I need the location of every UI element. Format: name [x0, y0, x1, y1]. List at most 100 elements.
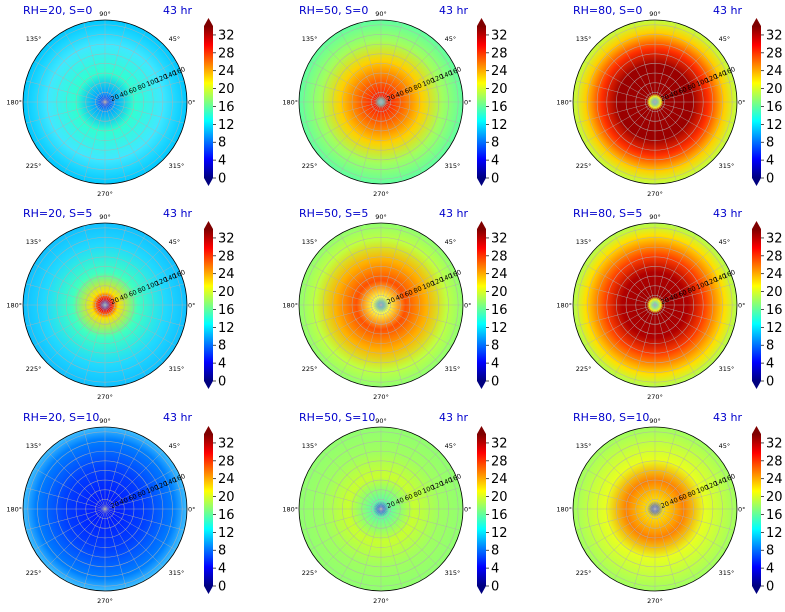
angular-grid-line — [322, 508, 382, 568]
angular-grid-line — [380, 467, 453, 510]
panel-title: RH=50, S=5 — [299, 207, 368, 220]
angular-grid-line — [104, 225, 127, 306]
angular-grid-line — [654, 304, 727, 347]
angular-grid-line — [83, 429, 106, 510]
angular-tick-label: 180° — [6, 99, 22, 107]
angular-grid-line — [380, 508, 440, 568]
radial-tick-label: 20 — [386, 296, 397, 307]
colorbar-tick-label: 12 — [766, 526, 783, 541]
angular-tick-label: 135° — [26, 442, 42, 450]
angular-tick-label: 180° — [282, 302, 298, 310]
angular-grid-line — [596, 450, 656, 510]
colorbar-body — [477, 229, 486, 381]
colorbar-max-extension — [752, 221, 761, 229]
angular-grid-line — [301, 80, 382, 103]
colorbar-tick-label: 16 — [218, 508, 235, 523]
colorbar-tick-label: 8 — [491, 544, 499, 559]
angular-grid-line — [322, 101, 382, 161]
polar-panel: 204060801001201401600°45°90°135°180°225°… — [282, 207, 471, 401]
colorbar-tick-label: 24 — [218, 267, 235, 282]
radial-tick-label: 40 — [119, 89, 130, 100]
panel-title: RH=20, S=0 — [23, 4, 92, 17]
angular-grid-line — [380, 508, 461, 531]
angular-tick-label: 135° — [26, 35, 42, 43]
angular-grid-line — [654, 101, 735, 124]
panel-title: RH=20, S=10 — [23, 411, 99, 424]
angular-grid-line — [654, 60, 727, 103]
radial-tick-label: 40 — [119, 292, 130, 303]
angular-tick-label: 315° — [169, 365, 185, 373]
angular-grid-line — [575, 487, 656, 510]
angular-grid-line — [654, 43, 714, 103]
radial-tick-label: 60 — [677, 492, 688, 503]
angular-tick-label: 180° — [6, 506, 22, 514]
angular-grid-line — [33, 60, 106, 103]
colorbar: 0 4 8 12 16 20 24 28 32 — [752, 221, 783, 390]
panel-time-label: 43 hr — [163, 411, 192, 424]
polar-panel: 204060801001201401600°45°90°135°180°225°… — [6, 4, 195, 198]
angular-grid-line — [359, 429, 382, 510]
polar-frame — [298, 19, 464, 185]
angular-grid-line — [104, 508, 177, 551]
angular-grid-line — [380, 508, 403, 589]
angular-grid-line — [104, 246, 164, 306]
angular-grid-line — [63, 233, 106, 306]
angular-tick-label: 180° — [556, 506, 572, 514]
colorbar-tick-label: 12 — [491, 118, 508, 133]
radial-tick-label: 80 — [136, 489, 147, 500]
angular-tick-label: 270° — [373, 190, 389, 198]
polar-panel: 204060801001201401600°45°90°135°180°225°… — [6, 411, 195, 605]
angular-grid-line — [104, 487, 185, 510]
colorbar: 0 4 8 12 16 20 24 28 32 — [204, 18, 235, 187]
angular-grid-line — [104, 429, 127, 510]
angular-grid-line — [380, 101, 461, 124]
angular-tick-label: 135° — [302, 442, 318, 450]
angular-grid-line — [104, 304, 177, 347]
colorbar-tick-label: 32 — [218, 231, 235, 246]
colorbar-tick-label: 8 — [218, 136, 226, 151]
angular-grid-line — [104, 304, 185, 327]
angular-tick-label: 135° — [576, 442, 592, 450]
angular-grid-line — [46, 508, 106, 568]
colorbar-tick-label: 20 — [491, 82, 508, 97]
colorbar-tick-label: 28 — [218, 46, 235, 61]
angular-grid-line — [104, 437, 147, 510]
angular-grid-line — [654, 101, 714, 161]
angular-grid-line — [380, 283, 461, 306]
angular-tick-label: 225° — [26, 365, 42, 373]
colorbar-tick-label: 0 — [766, 580, 774, 595]
angular-tick-label: 90° — [99, 417, 111, 425]
colorbar-max-extension — [752, 426, 761, 434]
colorbar-tick-label: 24 — [766, 64, 783, 79]
colorbar-max-extension — [752, 18, 761, 26]
angular-tick-label: 135° — [302, 35, 318, 43]
angular-grid-line — [380, 508, 453, 551]
polar-frame — [572, 19, 738, 185]
colorbar-tick-label: 24 — [218, 472, 235, 487]
angular-grid-line — [654, 225, 677, 306]
colorbar-max-extension — [477, 221, 486, 229]
angular-grid-line — [583, 101, 656, 144]
angular-grid-line — [380, 225, 403, 306]
angular-grid-line — [380, 43, 440, 103]
angular-grid-line — [380, 101, 423, 174]
colorbar-tick-label: 28 — [218, 249, 235, 264]
angular-tick-label: 90° — [375, 213, 387, 221]
colorbar-tick-label: 20 — [766, 490, 783, 505]
angular-grid-line — [339, 233, 382, 306]
polar-panel: 204060801001201401600°45°90°135°180°225°… — [556, 4, 745, 198]
angular-grid-line — [654, 101, 677, 182]
angular-grid-line — [654, 304, 714, 364]
colorbar-tick-label: 20 — [766, 285, 783, 300]
panel-title: RH=80, S=0 — [573, 4, 642, 17]
colorbar: 0 4 8 12 16 20 24 28 32 — [752, 426, 783, 595]
colorbar-max-extension — [477, 18, 486, 26]
angular-tick-label: 0° — [188, 302, 195, 310]
angular-tick-label: 45° — [169, 442, 181, 450]
angular-grid-line — [63, 508, 106, 581]
angular-grid-line — [301, 487, 382, 510]
colorbar-tick-label: 24 — [218, 64, 235, 79]
angular-tick-label: 0° — [738, 99, 745, 107]
colorbar: 0 4 8 12 16 20 24 28 32 — [477, 426, 508, 595]
angular-grid-line — [104, 101, 185, 124]
